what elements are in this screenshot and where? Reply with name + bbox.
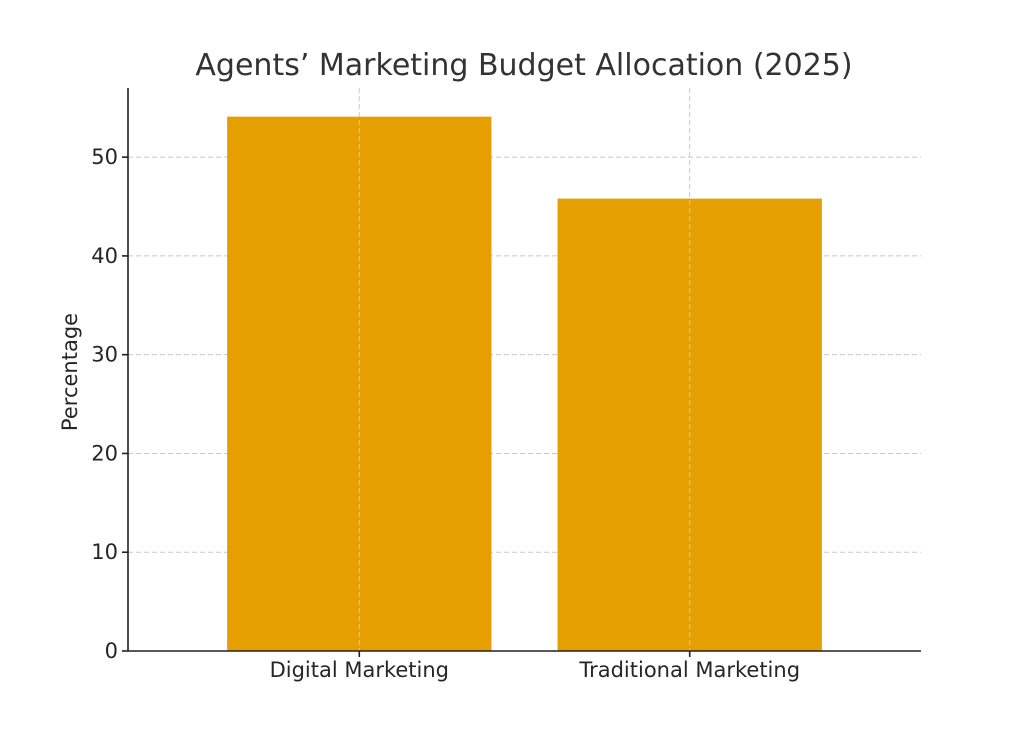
bars (227, 116, 822, 651)
axes (127, 88, 921, 652)
y-tick-label: 40 (91, 244, 118, 268)
x-tick-label: Traditional Marketing (578, 658, 800, 682)
x-tick-label: Digital Marketing (270, 658, 449, 682)
y-ticks: 0 10 20 30 40 50 (91, 145, 128, 663)
y-tick-label: 50 (91, 145, 118, 169)
y-tick-label: 30 (91, 343, 118, 367)
x-ticks: Digital Marketing Traditional Marketing (270, 651, 800, 682)
chart-title: Agents’ Marketing Budget Allocation (202… (195, 48, 852, 83)
y-tick-label: 10 (91, 540, 118, 564)
vertical-grid-lines (358, 88, 691, 651)
y-tick-label: 0 (105, 639, 118, 663)
y-axis-label: Percentage (58, 313, 82, 431)
y-tick-label: 20 (91, 441, 118, 465)
